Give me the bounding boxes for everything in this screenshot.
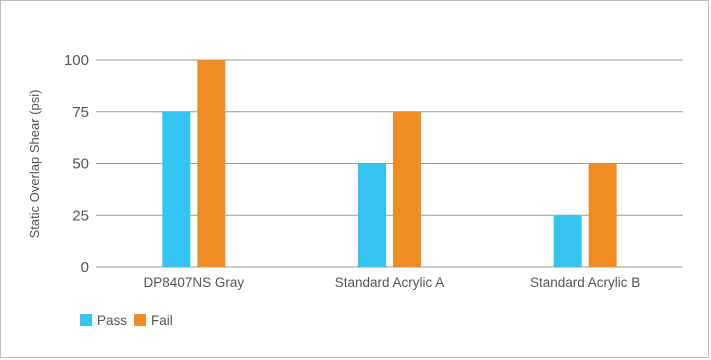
legend: Pass Fail xyxy=(80,313,173,328)
y-tick-label: 25 xyxy=(72,207,89,224)
bar-pass-0 xyxy=(162,111,191,267)
bar-fail-0 xyxy=(197,60,226,267)
y-tick-label: 0 xyxy=(81,259,89,276)
bar-pass-2 xyxy=(553,215,582,267)
bar-fail-2 xyxy=(588,163,617,267)
legend-swatch-pass xyxy=(80,314,92,326)
bar-pass-1 xyxy=(358,163,386,267)
y-tick-label: 50 xyxy=(72,156,89,173)
legend-label-fail: Fail xyxy=(151,313,173,328)
bar-fail-1 xyxy=(393,111,421,267)
legend-label-pass: Pass xyxy=(97,313,127,328)
category-label: Standard Acrylic B xyxy=(530,275,640,290)
gridlines xyxy=(96,59,683,268)
bars xyxy=(162,60,617,267)
y-tick-label: 100 xyxy=(64,52,89,69)
y-tick-label: 75 xyxy=(72,104,89,121)
category-label: Standard Acrylic A xyxy=(335,275,445,290)
legend-swatch-fail xyxy=(134,314,146,326)
category-labels: DP8407NS Gray Standard Acrylic A Standard … xyxy=(144,275,641,290)
y-axis-label: Static Overlap Shear (psi) xyxy=(27,90,42,239)
category-label: DP8407NS Gray xyxy=(144,275,245,290)
y-tick-labels: 0 25 50 75 100 xyxy=(64,52,89,276)
